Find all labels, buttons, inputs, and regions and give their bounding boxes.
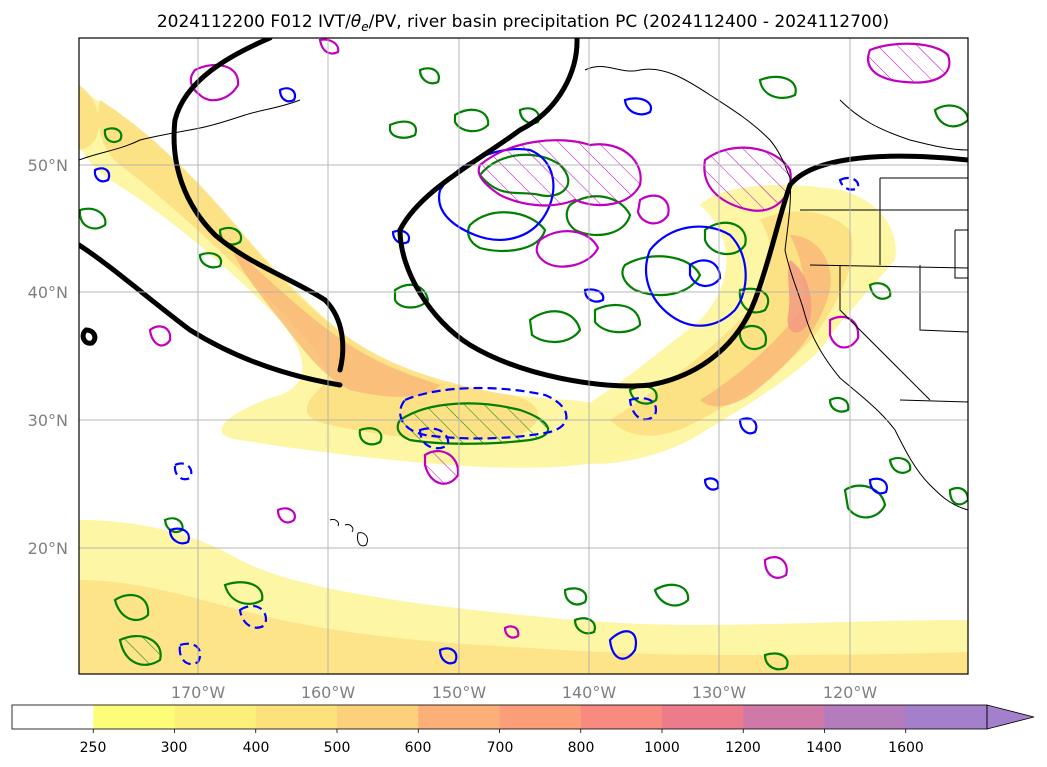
colorbar-extend-arrow: [986, 704, 1035, 730]
figure-title: 2024112200 F012 IVT/θe/PV, river basin p…: [157, 12, 889, 34]
ivt-south-band-mid: [79, 580, 968, 674]
us-west-coast: [784, 177, 968, 511]
colorbar-label-1400: 1400: [806, 740, 842, 756]
aleutian-islands: [79, 99, 301, 161]
colorbar: 250 300 400 500 600 700 800 1000 1200 14…: [11, 704, 1035, 756]
mexico-border: [899, 399, 968, 403]
lon-label-150: 150°W: [432, 683, 487, 702]
colorbar-segment: [418, 705, 500, 729]
coastlines: [79, 66, 968, 547]
colorbar-label-1200: 1200: [725, 740, 761, 756]
lon-label-130: 130°W: [692, 683, 747, 702]
map-frame: [78, 37, 969, 675]
blue-contours: [93, 87, 888, 666]
latitude-labels: 50°N 40°N 30°N 20°N: [28, 156, 68, 558]
colorbar-ticks: [92, 729, 907, 733]
state-border-4: [919, 265, 968, 333]
lat-label-30: 30°N: [28, 411, 68, 430]
colorbar-label-250: 250: [80, 740, 107, 756]
colorbar-label-700: 700: [487, 740, 514, 756]
colorbar-segment: [580, 705, 663, 729]
colorbar-label-400: 400: [243, 740, 270, 756]
colorbar-segment: [743, 705, 825, 729]
colorbar-segment: [174, 705, 257, 729]
alaska-coast: [584, 66, 791, 179]
colorbar-label-1000: 1000: [644, 740, 680, 756]
colorbar-segment: [93, 705, 175, 729]
colorbar-labels: 250 300 400 500 600 700 800 1000 1200 14…: [80, 740, 924, 756]
box-inset: [954, 229, 968, 279]
colorbar-segment: [499, 705, 582, 729]
lat-label-50: 50°N: [28, 156, 68, 175]
alaska-interior: [839, 99, 968, 151]
colorbar-segment: [12, 705, 94, 729]
map-layers: [79, 38, 968, 674]
lon-label-140: 140°W: [562, 683, 617, 702]
colorbar-segment: [824, 705, 907, 729]
theta-contour-blob: [80, 327, 98, 346]
colorbar-segment: [905, 705, 988, 729]
hawaii-islands: [329, 519, 368, 547]
lon-label-160: 160°W: [301, 683, 356, 702]
theta-contour-west: [171, 38, 346, 373]
california-nevada-border: [839, 265, 931, 401]
colorbar-segment: [337, 705, 419, 729]
colorbar-label-500: 500: [324, 740, 351, 756]
lat-label-40: 40°N: [28, 283, 68, 302]
lon-label-170: 170°W: [171, 683, 226, 702]
colorbar-label-800: 800: [568, 740, 595, 756]
ivt-river-west-core: [230, 245, 440, 397]
colorbar-segments: [12, 705, 988, 729]
colorbar-label-1600: 1600: [888, 740, 924, 756]
gridlines: [79, 38, 968, 674]
state-border-2: [809, 264, 968, 269]
lat-label-20: 20°N: [28, 539, 68, 558]
theta-contours: [79, 38, 968, 389]
colorbar-segment: [662, 705, 744, 729]
colorbar-label-300: 300: [161, 740, 188, 756]
lon-label-120: 120°W: [823, 683, 878, 702]
ivt-nw-corner: [79, 85, 100, 150]
colorbar-segment: [255, 705, 338, 729]
theta-contour-central: [397, 38, 968, 389]
longitude-labels: 170°W 160°W 150°W 140°W 130°W 120°W: [171, 683, 878, 702]
colorbar-label-600: 600: [405, 740, 432, 756]
theta-contour-lower-west: [79, 242, 343, 388]
